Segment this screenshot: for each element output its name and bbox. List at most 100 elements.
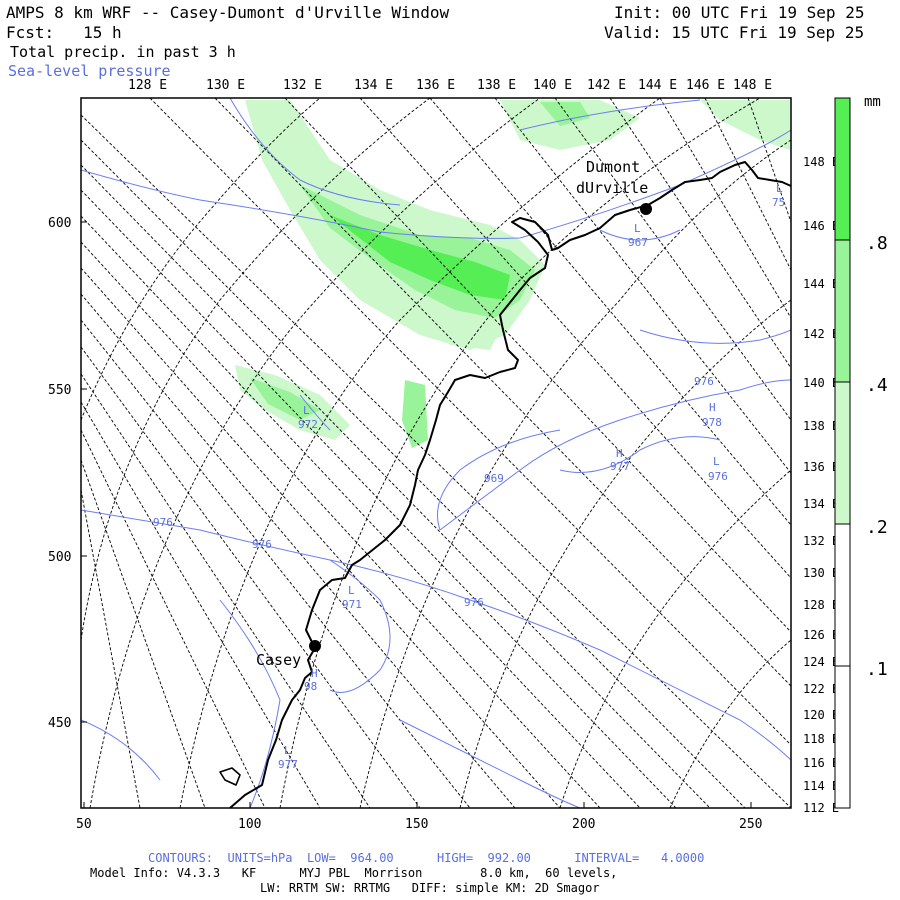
right-lon-label: 148 E: [803, 155, 839, 169]
pressure-label: 972: [298, 418, 318, 431]
low-marker: L: [713, 455, 720, 468]
y-tick-label: 550: [48, 383, 71, 398]
pressure-label: 98: [304, 680, 317, 693]
right-lon-label: 124 E: [803, 655, 839, 669]
right-lon-label: 120 E: [803, 708, 839, 722]
grid-axis-labels: 600 550 500 450 50 100 150 200 250: [48, 216, 762, 832]
high-marker: H: [709, 401, 716, 414]
pressure-label: 976: [694, 375, 714, 388]
dumont-label-line1: Dumont: [586, 158, 640, 176]
contour-info: CONTOURS: UNITS=hPa LOW= 964.00 HIGH= 99…: [148, 851, 705, 865]
top-lon-label: 140 E: [533, 78, 572, 93]
product-name: Total precip. in past 3 h: [10, 43, 236, 61]
precip-shading: [235, 100, 790, 448]
top-lon-label: 128 E: [128, 78, 167, 93]
legend-swatch-01: [835, 524, 850, 666]
right-lon-label: 112 E: [803, 801, 839, 815]
y-tick-label: 450: [48, 716, 71, 731]
overlay-name: Sea-level pressure: [8, 62, 171, 80]
right-lon-label: 140 E: [803, 376, 839, 390]
dumont-label-line2: dUrville: [576, 179, 648, 197]
valid-time: Valid: 15 UTC Fri 19 Sep 25: [604, 23, 865, 42]
forecast-label: Fcst:: [6, 23, 55, 42]
low-marker: L: [348, 584, 355, 597]
right-lon-label: 136 E: [803, 460, 839, 474]
low-marker: L: [284, 744, 291, 757]
legend-swatch-00: [835, 666, 850, 808]
casey-label: Casey: [256, 651, 301, 669]
legend-labels: mm .8 .4 .2 .1: [864, 94, 888, 680]
pressure-label: 976: [252, 538, 272, 551]
high-low-labels: L L L L H H H L L: [284, 182, 783, 757]
dumont-durville-station-marker[interactable]: [640, 203, 652, 215]
parallels: [81, 98, 791, 808]
precip-area-heavy: [330, 215, 510, 300]
top-lon-label: 142 E: [587, 78, 626, 93]
top-lon-labels: 128 E 130 E 132 E 134 E 136 E 138 E 140 …: [128, 78, 772, 93]
y-tick-label: 600: [48, 216, 71, 231]
top-lon-label: 134 E: [354, 78, 393, 93]
pressure-label-group: 972 976 976 971 976 969 977 976 978 976 …: [153, 196, 785, 771]
legend-colorbar: [834, 97, 851, 809]
init-time: Init: 00 UTC Fri 19 Sep 25: [614, 3, 865, 22]
legend-level: .4: [866, 375, 888, 396]
legend-swatch-02: [835, 382, 850, 524]
forecast-hour: Fcst: 15 h: [6, 24, 122, 42]
top-lon-label: 148 E: [733, 78, 772, 93]
x-tick-label: 50: [76, 817, 92, 832]
y-tick-label: 500: [48, 550, 71, 565]
right-lon-labels: 148 E 146 E 144 E 142 E 140 E 138 E 136 …: [803, 155, 839, 815]
legend-unit: mm: [864, 94, 881, 110]
legend-swatch-08: [835, 98, 850, 240]
pressure-label: 977: [278, 758, 298, 771]
pressure-label: 969: [484, 472, 504, 485]
right-lon-label: 144 E: [803, 277, 839, 291]
legend-swatch-04: [835, 240, 850, 382]
x-tick-label: 200: [572, 817, 595, 832]
x-tick-label: 100: [238, 817, 261, 832]
pressure-label: 976: [708, 470, 728, 483]
pressure-label: 75: [772, 196, 785, 209]
precip-area-mid: [420, 318, 500, 350]
pressure-label: 977: [610, 460, 630, 473]
right-lon-label: 138 E: [803, 419, 839, 433]
precip-area-northeast: [700, 100, 790, 150]
top-lon-label: 132 E: [283, 78, 322, 93]
low-marker: L: [303, 404, 310, 417]
forecast-value: 15 h: [83, 23, 122, 42]
low-marker: L: [634, 222, 641, 235]
right-lon-label: 134 E: [803, 497, 839, 511]
top-lon-label: 130 E: [206, 78, 245, 93]
pressure-label: 978: [702, 416, 722, 429]
right-lon-label: 114 E: [803, 779, 839, 793]
pressure-label: 971: [342, 598, 362, 611]
meridians: [81, 98, 791, 808]
legend-level: .1: [866, 659, 888, 680]
coastline: [219, 161, 792, 809]
pressure-label: 976: [464, 596, 484, 609]
precip-area-west-core: [250, 378, 320, 420]
right-lon-label: 128 E: [803, 598, 839, 612]
right-lon-label: 142 E: [803, 327, 839, 341]
chart-title: AMPS 8 km WRF -- Casey-Dumont d'Urville …: [6, 3, 450, 22]
model-info: Model Info: V4.3.3 KF MYJ PBL Morrison 8…: [90, 866, 618, 880]
top-lon-label: 136 E: [416, 78, 455, 93]
pressure-label: 976: [153, 516, 173, 529]
right-lon-label: 118 E: [803, 732, 839, 746]
x-tick-label: 150: [405, 817, 428, 832]
high-marker: H: [616, 447, 623, 460]
precip-area-coast: [402, 380, 428, 448]
low-marker: L: [776, 182, 783, 195]
right-lon-label: 130 E: [803, 566, 839, 580]
x-tick-label: 250: [739, 817, 762, 832]
top-lon-label: 144 E: [638, 78, 677, 93]
right-lon-label: 126 E: [803, 628, 839, 642]
pressure-label: 967: [628, 236, 648, 249]
right-lon-label: 116 E: [803, 756, 839, 770]
right-lon-label: 132 E: [803, 534, 839, 548]
casey-station-marker[interactable]: [309, 640, 321, 652]
legend-level: .2: [866, 517, 888, 538]
legend-level: .8: [866, 233, 888, 254]
top-lon-label: 138 E: [477, 78, 516, 93]
